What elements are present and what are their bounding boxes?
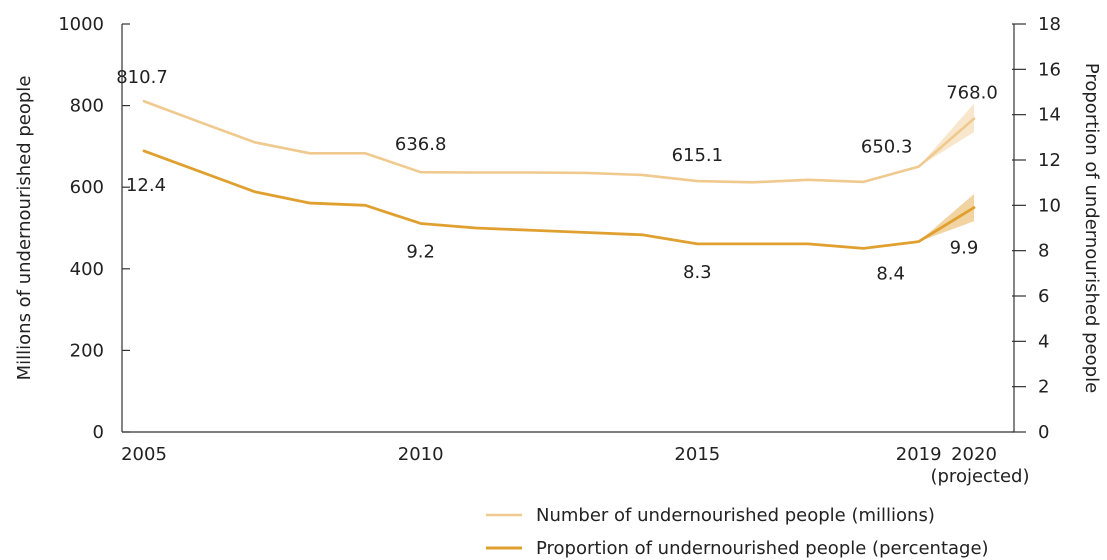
legend: Number of undernourished people (million…	[486, 505, 989, 559]
y-right-tick-label: 6	[1038, 286, 1049, 307]
legend-label: Proportion of undernourished people (per…	[536, 538, 989, 559]
data-labels: 810.7 636.8 615.1 650.3 768.0 12.4 9.2 8.3 8.4 9.…	[116, 67, 998, 284]
y-right-tick-label: 10	[1038, 195, 1061, 216]
x-tick-label: 2020	[951, 444, 997, 465]
y-left-tick-label: 800	[70, 96, 104, 117]
y-right-tick-label: 2	[1038, 377, 1049, 398]
data-label: 650.3	[861, 137, 913, 158]
y-left-tick-label: 400	[70, 259, 104, 280]
x-tick-label: 2019	[896, 444, 942, 465]
x-tick-label: 2015	[674, 444, 720, 465]
y-axis-left-title: Millions of undernourished people	[14, 76, 35, 381]
y-left-tick-label: 600	[70, 177, 104, 198]
y-left-tick-label: 200	[70, 340, 104, 361]
x-tick-label: 2010	[398, 444, 444, 465]
y-left-tick-label: 1000	[58, 14, 104, 35]
data-label: 9.9	[950, 238, 979, 259]
y-right-tick-label: 8	[1038, 241, 1049, 262]
projection-bands	[918, 103, 974, 242]
series-line	[142, 149, 976, 250]
data-label: 768.0	[946, 83, 998, 104]
projection-band	[918, 103, 974, 167]
data-label: 810.7	[116, 67, 168, 88]
y-right-tick-label: 16	[1038, 59, 1061, 80]
x-tick-label: 2005	[121, 444, 167, 465]
projection-band	[918, 194, 974, 242]
axes: 0 200 400 600 800 1000 Millions of undernouris…	[14, 14, 1102, 487]
legend-label: Number of undernourished people (million…	[536, 505, 935, 526]
data-label: 8.3	[683, 262, 712, 283]
y-right-tick-label: 14	[1038, 105, 1061, 126]
series-line	[142, 99, 976, 184]
y-right-tick-label: 4	[1038, 331, 1049, 352]
data-label: 12.4	[126, 175, 166, 196]
x-tick-sublabel: (projected)	[930, 466, 1029, 487]
y-left-tick-label: 0	[93, 422, 104, 443]
y-right-tick-label: 18	[1038, 14, 1061, 35]
y-axis-right-title: Proportion of undernourished people	[1081, 63, 1102, 393]
y-right-tick-label: 0	[1038, 422, 1049, 443]
data-label: 8.4	[876, 264, 905, 285]
data-label: 615.1	[672, 145, 724, 166]
data-label: 636.8	[395, 134, 447, 155]
series-lines	[142, 99, 976, 250]
y-right-tick-label: 12	[1038, 150, 1061, 171]
data-label: 9.2	[406, 241, 435, 262]
